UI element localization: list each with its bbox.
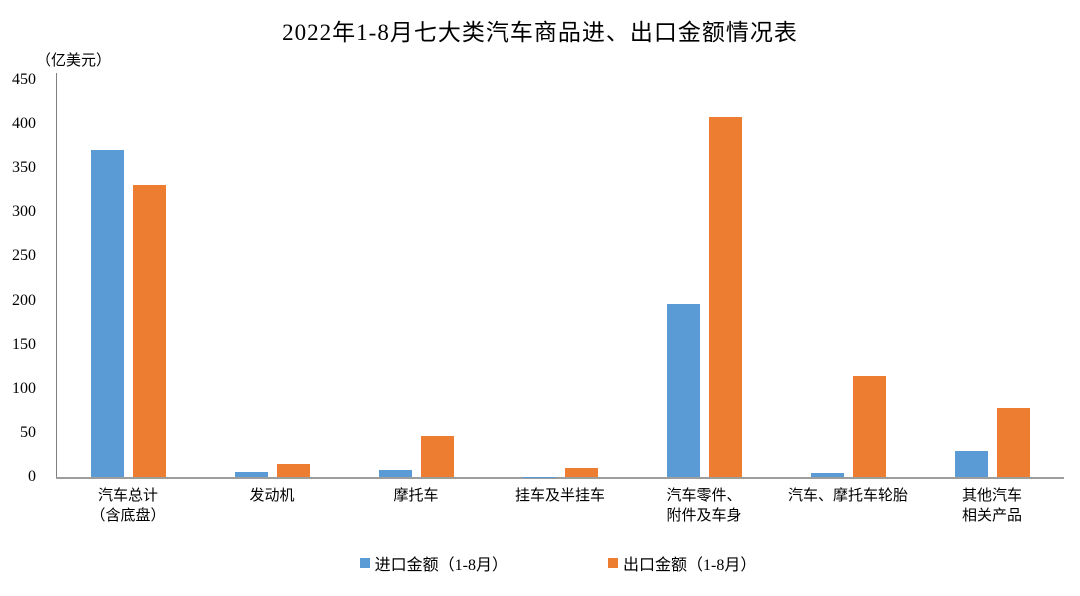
legend-item: 出口金额（1-8月） — [608, 551, 756, 575]
legend-marker-icon — [608, 558, 618, 568]
y-tick-label: 350 — [12, 159, 36, 177]
x-category-label-line: （含底盘） — [90, 508, 166, 524]
x-category-label: 挂车及半挂车 — [488, 486, 632, 526]
x-axis-labels: 汽车总计 （含底盘） 发动机 摩托车 挂车及半挂车 汽车零件、 附件及车身 汽车、摩托车轮胎其… — [56, 486, 1064, 526]
bar-series1-cat7 — [954, 451, 988, 477]
bar-series1-cat5 — [666, 304, 700, 477]
bar-series1-cat2 — [235, 471, 269, 477]
legend-item: 进口金额（1-8月） — [359, 551, 508, 575]
bar-series1-cat1 — [91, 149, 125, 477]
legend-label: 进口金额（1-8月） — [374, 557, 508, 574]
bar-series1-cat3 — [379, 469, 413, 477]
bar-series2-cat4 — [565, 468, 598, 477]
legend-label: 出口金额（1-8月） — [623, 557, 757, 574]
bar-series2-cat3 — [421, 435, 455, 477]
bar-series2-cat1 — [133, 185, 167, 477]
y-tick-label: 50 — [20, 423, 36, 441]
bar-group — [920, 80, 1064, 477]
y-tick-label: 0 — [28, 468, 36, 485]
bar-series2-cat7 — [996, 408, 1030, 477]
bar-group — [201, 80, 345, 477]
bar-group — [57, 80, 201, 477]
x-category-label-line: 发动机 — [249, 488, 295, 504]
legend: 进口金额（1-8月） 出口金额（1-8月） — [0, 551, 1080, 575]
y-tick-label: 150 — [12, 335, 36, 353]
y-tick-label: 100 — [12, 379, 36, 397]
bar-series2-cat6 — [852, 376, 886, 477]
chart-title: 2022年1-8月七大类汽车商品进、出口金额情况表 — [282, 20, 798, 45]
x-category-label-line: 其他汽车 — [961, 488, 1022, 504]
y-tick-label: 200 — [12, 291, 36, 309]
y-tick-label: 400 — [12, 115, 36, 133]
x-category-label-line: 挂车及半挂车 — [514, 488, 605, 504]
x-category-label: 发动机 — [200, 486, 344, 526]
y-axis-ticks: 0 50 100 150 200 250 300 350 400 450 — [0, 0, 36, 596]
plot-area — [57, 80, 1064, 477]
y-tick-label: 450 — [12, 71, 36, 88]
y-axis-unit-label: （亿美元） — [36, 53, 112, 69]
x-category-label-line: 汽车总计 — [97, 488, 158, 504]
bar-group — [345, 80, 489, 477]
x-category-label-line: 汽车、摩托车轮胎 — [787, 488, 908, 504]
bar-group — [489, 80, 633, 477]
x-category-label: 摩托车 — [344, 486, 488, 526]
x-category-label-line: 附件及车身 — [666, 508, 742, 524]
x-axis-line — [56, 477, 1064, 479]
legend-marker-icon — [359, 558, 370, 568]
x-category-label: 汽车零件、附件及车身 — [632, 486, 776, 526]
y-tick-label: 300 — [12, 203, 36, 221]
y-axis-line — [56, 73, 57, 479]
x-category-label: 汽车、摩托车轮胎 — [776, 486, 920, 526]
y-tick-label: 250 — [12, 247, 36, 265]
x-category-label-line: 相关产品 — [961, 508, 1022, 524]
bar-series2-cat5 — [708, 117, 742, 477]
bar-group — [776, 80, 920, 477]
x-category-label: 汽车总计 （含底盘） — [56, 486, 200, 526]
x-category-label-line: 汽车零件、 — [666, 488, 742, 504]
bar-series1-cat6 — [810, 472, 844, 477]
x-category-label: 其他汽车 相关产品 — [920, 486, 1064, 526]
bar-series2-cat2 — [277, 463, 311, 477]
bar-group — [632, 80, 776, 477]
x-category-label-line: 摩托车 — [393, 488, 439, 504]
